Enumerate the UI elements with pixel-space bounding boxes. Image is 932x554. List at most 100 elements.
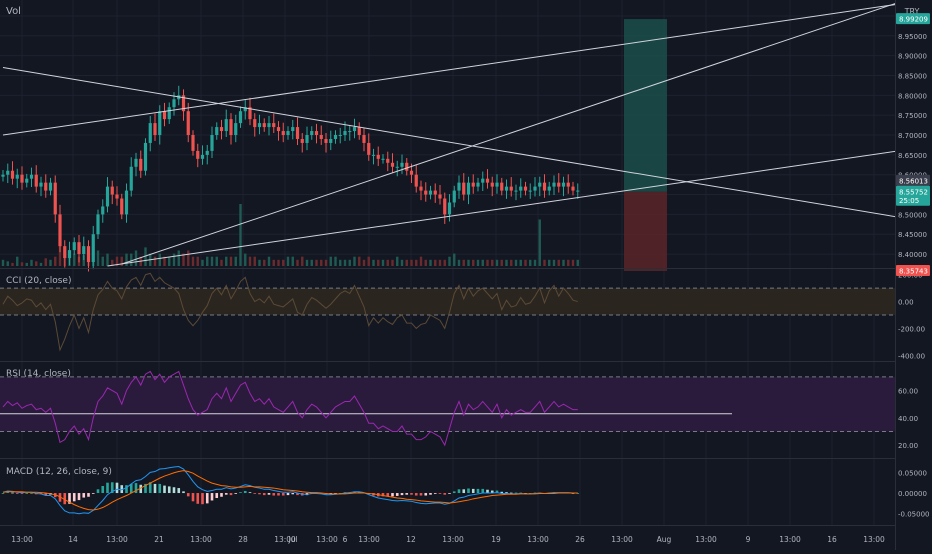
macd-histogram-bar xyxy=(253,493,256,494)
volume-bar xyxy=(30,260,32,266)
candle-body xyxy=(571,187,574,191)
time-tick-label: 13:00 xyxy=(779,535,801,544)
volume-bar xyxy=(420,257,422,266)
candle-body xyxy=(367,143,370,155)
candle-body xyxy=(396,167,399,168)
time-tick-label: 13:00 xyxy=(695,535,717,544)
macd-histogram-bar xyxy=(163,486,166,493)
candle-body xyxy=(462,183,465,195)
candle-body xyxy=(210,135,213,151)
candle-body xyxy=(453,191,456,203)
loss-zone xyxy=(624,192,667,271)
macd-histogram-bar xyxy=(154,484,157,493)
volume-bar xyxy=(477,260,479,266)
macd-histogram-bar xyxy=(225,493,228,495)
macd-histogram-bar xyxy=(277,493,280,495)
candle-body xyxy=(35,175,38,187)
candle-body xyxy=(44,183,47,191)
candle-body xyxy=(187,111,190,135)
volume-bar xyxy=(472,260,474,266)
volume-bar xyxy=(49,260,51,266)
volume-bar xyxy=(106,254,108,266)
candle-body xyxy=(25,179,28,183)
volume-bar xyxy=(235,257,237,266)
macd-histogram-bar xyxy=(211,493,214,500)
candle-body xyxy=(443,199,446,215)
volume-bar xyxy=(458,260,460,266)
macd-histogram-bar xyxy=(239,492,242,493)
candle-body xyxy=(267,123,270,127)
macd-histogram-bar xyxy=(477,489,480,493)
volume-bar xyxy=(263,260,265,266)
volume-bar xyxy=(178,251,180,267)
macd-histogram-bar xyxy=(287,493,290,495)
macd-histogram-bar xyxy=(11,493,14,494)
candle-body xyxy=(348,131,351,132)
candle-body xyxy=(481,179,484,183)
volume-bar xyxy=(429,260,431,266)
macd-histogram-bar xyxy=(405,493,408,495)
candle-body xyxy=(576,191,579,192)
volume-bar xyxy=(311,260,313,266)
macd-histogram-bar xyxy=(101,486,104,493)
candle-body xyxy=(125,191,128,215)
volume-bar xyxy=(45,258,47,266)
price-tick-label: 8.40000 xyxy=(898,251,927,259)
candle-body xyxy=(514,191,517,192)
macd-histogram-bar xyxy=(182,491,185,493)
volume-bar xyxy=(325,260,327,266)
rsi-band xyxy=(0,377,895,432)
volume-bar xyxy=(534,260,536,266)
candle-body xyxy=(405,163,408,171)
macd-tick-label: -0.05000 xyxy=(898,511,929,519)
volume-bar xyxy=(121,257,123,266)
macd-histogram-bar xyxy=(249,492,252,493)
volume-bar xyxy=(486,260,488,266)
volume-bar xyxy=(501,260,503,266)
candle-body xyxy=(467,183,470,195)
time-tick-label: 13:00 xyxy=(527,535,549,544)
candle-body xyxy=(429,191,432,195)
candle-body xyxy=(130,167,133,191)
candle-body xyxy=(334,135,337,139)
time-tick-label: 28 xyxy=(238,535,248,544)
time-tick-label: 9 xyxy=(746,535,751,544)
volume-bar xyxy=(258,260,260,266)
candle-body xyxy=(286,131,289,135)
macd-histogram-bar xyxy=(453,491,456,493)
macd-histogram-bar xyxy=(481,489,484,493)
volume-bar xyxy=(277,260,279,266)
macd-histogram-bar xyxy=(258,493,261,494)
volume-bar xyxy=(548,260,550,266)
candle-body xyxy=(538,183,541,187)
price-tick-label: 8.85000 xyxy=(898,72,927,80)
volume-bar xyxy=(368,257,370,266)
long-position-tool[interactable] xyxy=(624,19,667,271)
macd-histogram-bar xyxy=(420,493,423,495)
candle-body xyxy=(410,171,413,175)
volume-bar xyxy=(206,257,208,266)
time-tick-label: 12 xyxy=(406,535,416,544)
candle-body xyxy=(400,163,403,167)
volume-bar xyxy=(35,261,37,266)
price-tick-label: 8.90000 xyxy=(898,53,927,61)
macd-histogram-bar xyxy=(424,493,427,495)
time-tick-label: 6 xyxy=(343,535,348,544)
macd-histogram-bar xyxy=(187,493,190,496)
time-tick-label: 13:00 xyxy=(442,535,464,544)
candle-body xyxy=(524,187,527,191)
candle-body xyxy=(111,187,114,195)
last-price-badge: 8.56013 xyxy=(899,177,928,185)
candle-body xyxy=(82,246,85,254)
time-tick-label: 21 xyxy=(154,535,164,544)
candle-body xyxy=(101,206,104,214)
volume-bar xyxy=(268,257,270,266)
candle-body xyxy=(20,175,23,183)
candle-body xyxy=(457,183,460,191)
volume-bar xyxy=(410,260,412,266)
time-tick-label: Jul xyxy=(287,535,297,544)
volume-bar xyxy=(320,260,322,266)
